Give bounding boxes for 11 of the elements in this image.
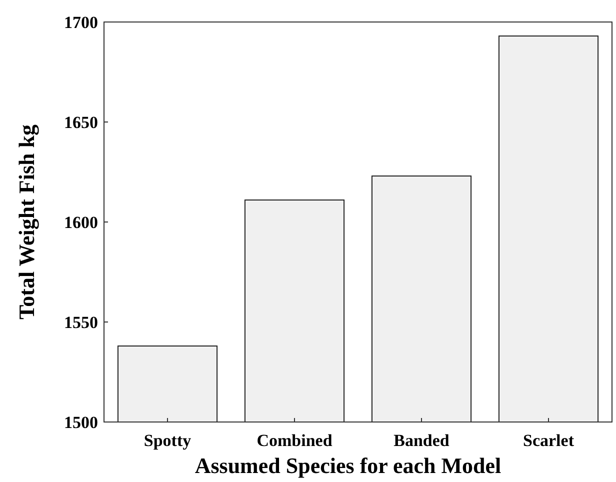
x-tick-label: Scarlet [523, 431, 574, 450]
y-axis-title: Total Weight Fish kg [14, 124, 39, 320]
y-tick-label: 1500 [64, 412, 98, 432]
x-axis-title: Assumed Species for each Model [194, 453, 502, 478]
x-tick-label: Banded [394, 431, 450, 450]
y-tick-label: 1700 [64, 12, 98, 32]
y-tick-label: 1600 [64, 212, 98, 232]
x-tick-label: Combined [256, 431, 333, 450]
y-tick-label: 1550 [64, 312, 98, 332]
y-tick-label: 1650 [64, 112, 98, 132]
x-tick-label: Spotty [144, 431, 192, 450]
